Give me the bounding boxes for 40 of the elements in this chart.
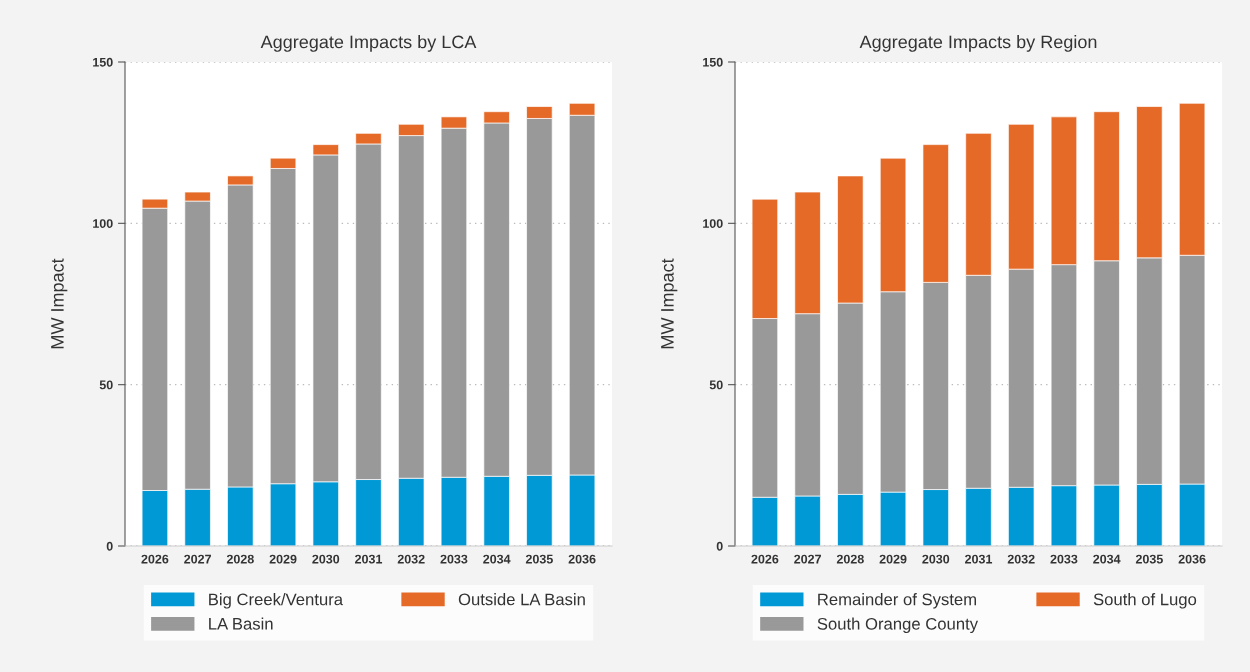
legend-label: Outside LA Basin [458, 593, 585, 606]
y-axis-title: MW Impact [661, 258, 678, 349]
y-tick-label: 0 [716, 541, 723, 551]
y-tick-label: 0 [106, 541, 113, 551]
x-tick-label: 2033 [1050, 554, 1078, 564]
y-tick-label: 100 [703, 219, 723, 228]
x-tick-label: 2031 [355, 554, 383, 564]
y-tick-label: 150 [93, 57, 113, 67]
x-tick-label: 2036 [1178, 554, 1206, 564]
x-tick-label: 2026 [141, 554, 169, 564]
x-tick-label: 2034 [1093, 554, 1121, 564]
x-tick-label: 2028 [836, 554, 864, 564]
x-tick-label: 2031 [965, 554, 993, 564]
y-tick-label: 150 [703, 57, 723, 67]
chart-title: Aggregate Impacts by LCA [260, 35, 477, 52]
chart-title: Aggregate Impacts by Region [859, 35, 1097, 52]
x-tick-label: 2029 [269, 554, 297, 564]
x-tick-label: 2036 [568, 554, 596, 564]
x-tick-label: 2035 [1135, 554, 1163, 564]
legend-label: Big Creek/Ventura [209, 593, 344, 609]
x-tick-label: 2034 [483, 554, 511, 564]
x-tick-label: 2029 [879, 554, 907, 564]
y-tick-label: 100 [93, 219, 113, 228]
legend-label: Remainder of System [818, 593, 976, 609]
x-tick-label: 2027 [184, 554, 211, 564]
x-tick-label: 2032 [1007, 554, 1035, 564]
y-axis-title: MW Impact [51, 258, 68, 349]
y-tick-label: 50 [99, 380, 113, 390]
legend-label: South of Lugo [1093, 593, 1197, 609]
legend-label: South Orange County [817, 617, 979, 634]
legend-label: LA Basin [209, 617, 273, 630]
x-tick-label: 2032 [397, 554, 425, 564]
x-tick-label: 2026 [751, 554, 779, 564]
x-tick-label: 2033 [440, 554, 468, 564]
x-tick-label: 2030 [922, 554, 950, 564]
x-tick-label: 2035 [525, 554, 553, 564]
x-tick-label: 2030 [312, 554, 340, 564]
y-tick-label: 50 [709, 380, 723, 390]
x-tick-label: 2027 [794, 554, 821, 564]
x-tick-label: 2028 [226, 554, 254, 564]
